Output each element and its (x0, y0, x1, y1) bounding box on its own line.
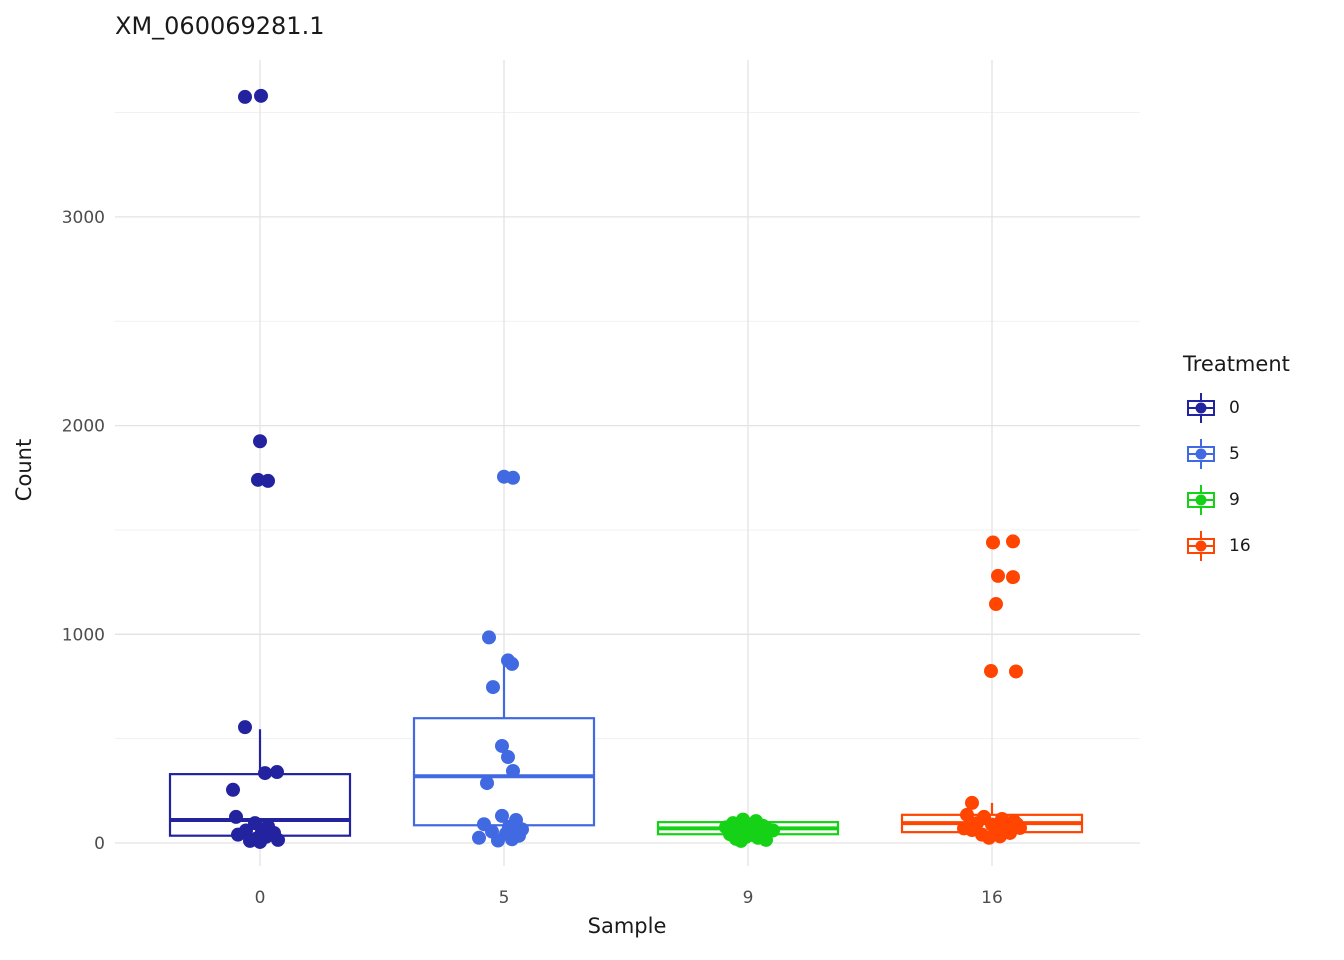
data-point (965, 795, 979, 810)
x-tick-label: 5 (499, 888, 510, 908)
data-point (495, 808, 509, 823)
box (412, 717, 596, 827)
data-point (495, 738, 509, 753)
data-point (229, 809, 243, 824)
data-point (960, 807, 974, 822)
data-point (482, 630, 496, 645)
legend: Treatment 0 5 9 (1183, 352, 1343, 574)
legend-item-5: 5 (1183, 436, 1343, 472)
data-point (993, 829, 1007, 844)
legend-item-9: 9 (1183, 482, 1343, 518)
data-point (744, 821, 758, 836)
data-point (491, 833, 505, 848)
data-point (261, 473, 275, 488)
chart-title: XM_060069281.1 (115, 12, 325, 40)
legend-item-0: 0 (1183, 390, 1343, 426)
y-tick-label: 3000 (62, 208, 105, 228)
data-point (270, 765, 284, 780)
legend-title: Treatment (1183, 352, 1290, 376)
data-point (1010, 817, 1024, 832)
legend-label: 0 (1229, 398, 1240, 418)
data-point (258, 766, 272, 781)
y-tick-label: 1000 (62, 625, 105, 645)
legend-label: 16 (1229, 536, 1251, 556)
data-point (472, 830, 486, 845)
data-point (505, 656, 519, 671)
data-point (734, 833, 748, 848)
x-tick-label: 0 (255, 888, 266, 908)
data-point (231, 827, 245, 842)
y-axis-title: Count (12, 438, 36, 502)
data-point (1006, 570, 1020, 585)
data-point (759, 832, 773, 847)
boxplot-key-icon (1187, 485, 1215, 515)
data-point (271, 832, 285, 847)
legend-label: 9 (1229, 490, 1240, 510)
data-point (957, 821, 971, 836)
data-point (254, 88, 268, 103)
data-point (506, 470, 520, 485)
data-point (480, 776, 494, 791)
data-point (486, 680, 500, 695)
data-point (1006, 534, 1020, 549)
data-point (253, 434, 267, 449)
data-point (253, 834, 267, 849)
data-point (238, 720, 252, 735)
data-point (1009, 664, 1023, 679)
legend-item-16: 16 (1183, 528, 1343, 564)
boxplot-key-icon (1187, 531, 1215, 561)
data-point (984, 664, 998, 679)
data-point (989, 597, 1003, 612)
data-point (505, 832, 519, 847)
data-point (238, 89, 252, 104)
boxplot-key-icon (1187, 393, 1215, 423)
data-point (982, 830, 996, 845)
data-point (506, 763, 520, 778)
y-tick-label: 0 (94, 834, 105, 854)
data-point (991, 568, 1005, 583)
data-point (986, 535, 1000, 550)
data-point (226, 782, 240, 797)
boxplot-key-icon (1187, 439, 1215, 469)
y-tick-label: 2000 (62, 417, 105, 437)
data-point (501, 750, 515, 765)
legend-label: 5 (1229, 444, 1240, 464)
x-tick-label: 16 (981, 888, 1003, 908)
x-axis-title: Sample (587, 914, 667, 938)
x-tick-label: 9 (743, 888, 754, 908)
